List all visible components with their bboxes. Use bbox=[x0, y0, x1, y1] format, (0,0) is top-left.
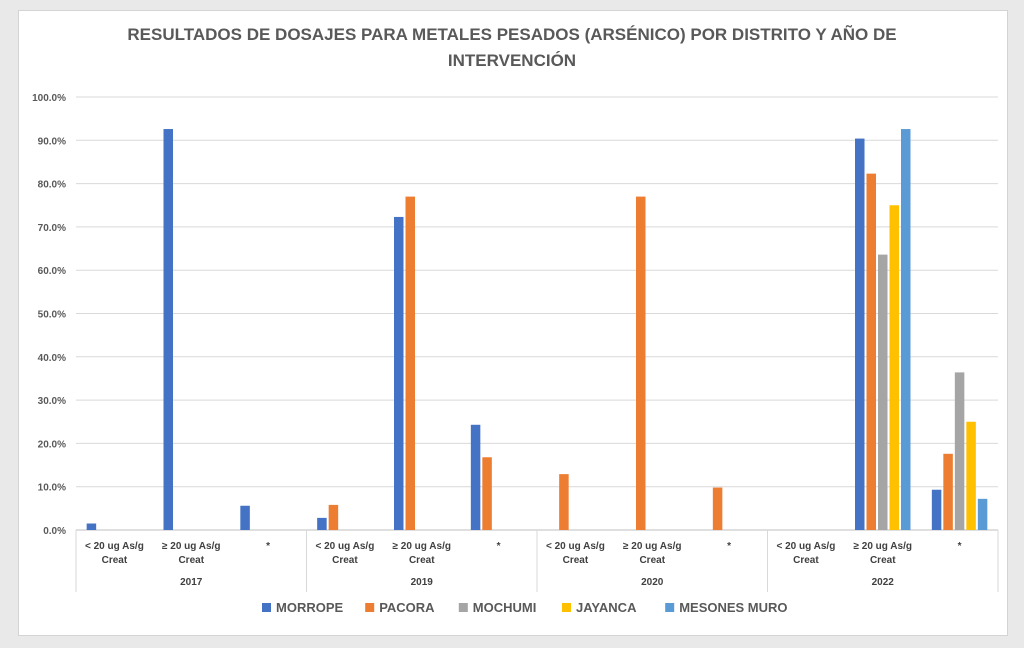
group-label-2022: 2022 bbox=[872, 577, 895, 588]
category-label: Creat bbox=[870, 555, 896, 566]
category-label: < 20 ug As/g bbox=[777, 541, 836, 552]
chart-frame bbox=[18, 10, 1008, 636]
bar-jayanca bbox=[966, 421, 976, 530]
category-label: ≥ 20 ug As/g bbox=[393, 541, 451, 552]
bar-jayanca bbox=[889, 205, 899, 530]
bar-mochumi bbox=[878, 254, 888, 530]
y-tick-label: 20.0% bbox=[38, 439, 66, 450]
bar-mesones-muro bbox=[901, 129, 911, 531]
legend-label: MOCHUMI bbox=[473, 600, 537, 615]
legend-label: MESONES MURO bbox=[679, 600, 787, 615]
category-label: Creat bbox=[409, 555, 435, 566]
category-label: Creat bbox=[563, 555, 589, 566]
bar-mesones-muro bbox=[977, 498, 988, 530]
y-tick-label: 0.0% bbox=[43, 526, 66, 537]
category-label: Creat bbox=[178, 555, 204, 566]
bar-morrope bbox=[240, 505, 250, 530]
bar-morrope bbox=[394, 216, 404, 531]
category-label: * bbox=[497, 541, 501, 552]
y-tick-label: 90.0% bbox=[38, 136, 66, 147]
group-label-2019: 2019 bbox=[411, 577, 434, 588]
category-label: ≥ 20 ug As/g bbox=[162, 541, 220, 552]
category-label: * bbox=[266, 541, 270, 552]
legend-swatch bbox=[365, 603, 375, 612]
legend-label: MORROPE bbox=[276, 600, 344, 615]
category-label: * bbox=[958, 541, 962, 552]
legend-swatch bbox=[665, 603, 675, 612]
category-label: < 20 ug As/g bbox=[316, 541, 375, 552]
category-label: Creat bbox=[332, 555, 358, 566]
category-label: Creat bbox=[639, 555, 665, 566]
chart-title-line1: RESULTADOS DE DOSAJES PARA METALES PESAD… bbox=[127, 25, 897, 44]
legend-swatch bbox=[262, 603, 271, 612]
y-tick-label: 60.0% bbox=[38, 266, 66, 277]
bar-morrope bbox=[931, 489, 942, 530]
bar-pacora bbox=[943, 453, 953, 530]
bar-morrope bbox=[163, 129, 173, 531]
bar-morrope bbox=[855, 138, 865, 530]
category-label: < 20 ug As/g bbox=[85, 541, 144, 552]
category-label: ≥ 20 ug As/g bbox=[854, 541, 912, 552]
category-label: * bbox=[727, 541, 731, 552]
y-tick-label: 50.0% bbox=[38, 310, 66, 321]
y-tick-label: 10.0% bbox=[38, 483, 66, 494]
bar-morrope bbox=[470, 424, 481, 530]
bar-morrope bbox=[86, 523, 97, 530]
y-tick-label: 100.0% bbox=[32, 93, 66, 104]
bar-pacora bbox=[328, 504, 339, 530]
bar-pacora bbox=[712, 487, 723, 530]
y-tick-label: 80.0% bbox=[38, 180, 66, 191]
bar-pacora bbox=[405, 196, 415, 530]
legend-label: JAYANCA bbox=[576, 600, 637, 615]
y-tick-label: 30.0% bbox=[38, 396, 66, 407]
category-label: < 20 ug As/g bbox=[546, 541, 605, 552]
category-label: Creat bbox=[102, 555, 128, 566]
chart-title-line2: INTERVENCIÓN bbox=[447, 51, 577, 70]
legend-swatch bbox=[562, 603, 571, 612]
chart-title: RESULTADOS DE DOSAJES PARA METALES PESAD… bbox=[0, 22, 1024, 74]
y-tick-label: 40.0% bbox=[38, 353, 66, 364]
y-tick-label: 70.0% bbox=[38, 223, 66, 234]
bar-pacora bbox=[482, 457, 492, 530]
bar-pacora bbox=[866, 173, 876, 531]
bar-morrope bbox=[317, 517, 327, 530]
group-label-2020: 2020 bbox=[641, 577, 664, 588]
bar-pacora bbox=[636, 196, 646, 530]
legend-label: PACORA bbox=[379, 600, 435, 615]
category-label: ≥ 20 ug As/g bbox=[623, 541, 681, 552]
category-label: Creat bbox=[793, 555, 819, 566]
bar-mochumi bbox=[954, 372, 965, 530]
group-label-2017: 2017 bbox=[180, 577, 203, 588]
bar-pacora bbox=[559, 474, 569, 530]
legend-swatch bbox=[458, 603, 468, 612]
